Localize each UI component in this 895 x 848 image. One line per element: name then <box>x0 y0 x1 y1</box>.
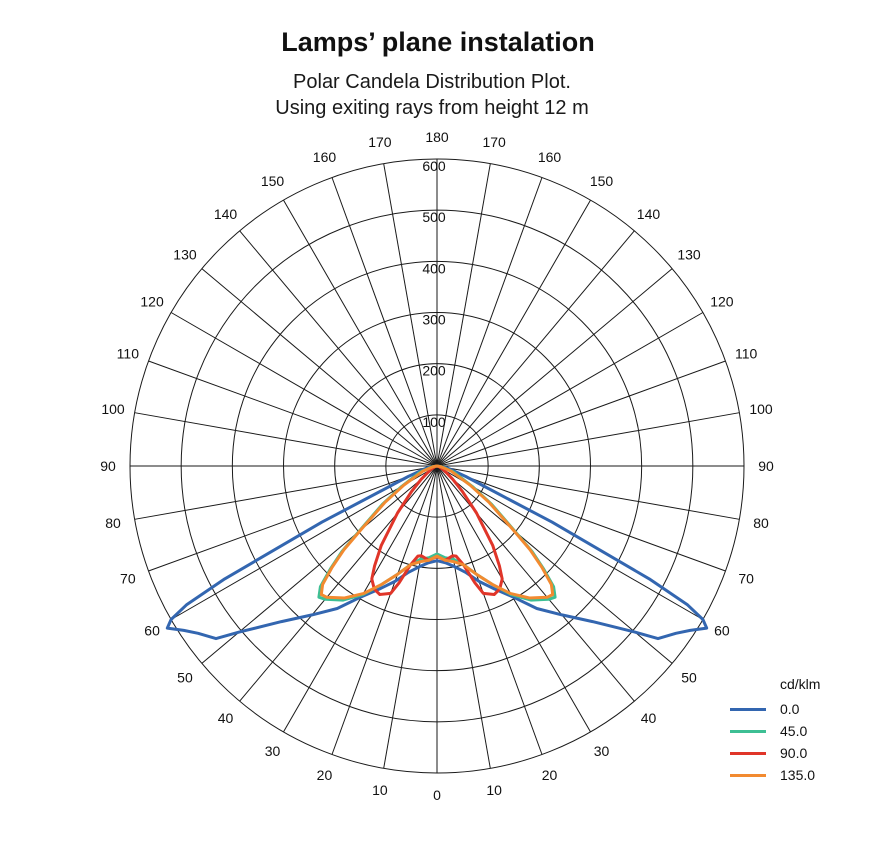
grid-spoke-120 <box>436 312 704 467</box>
grid-spoke-350 <box>383 465 438 769</box>
grid-spoke-60 <box>436 465 704 620</box>
grid-spoke-340 <box>331 465 438 755</box>
angle-tick-label: 110 <box>117 345 140 361</box>
angle-tick-label: 150 <box>590 173 614 189</box>
angle-tick-label: 10 <box>486 782 502 798</box>
legend: cd/klm 0.0 45.0 90.0 135.0 <box>730 676 820 786</box>
grid-spoke-150 <box>436 199 591 467</box>
angle-tick-label: 70 <box>738 571 754 587</box>
legend-label-3: 135.0 <box>780 767 816 783</box>
angle-tick-label: 10 <box>372 782 388 798</box>
grid-spoke-230 <box>201 268 438 467</box>
series-line-0.0 <box>165 464 709 641</box>
angle-tick-label: 0 <box>433 787 441 803</box>
radial-tick-label: 600 <box>422 158 446 174</box>
angle-tick-label: 150 <box>261 173 285 189</box>
angle-tick-label: 40 <box>641 710 657 726</box>
legend-swatch-1 <box>730 729 766 733</box>
legend-item-2: 90.0 <box>730 742 820 764</box>
grid-spoke-260 <box>134 412 438 467</box>
grid-spoke-220 <box>239 230 438 467</box>
legend-title: cd/klm <box>780 676 821 692</box>
grid-spoke-290 <box>148 465 438 572</box>
legend-label-2: 90.0 <box>780 745 808 761</box>
legend-swatch-2 <box>730 751 766 755</box>
legend-swatch-0 <box>730 707 766 711</box>
grid-spoke-170 <box>436 163 491 467</box>
grid-spoke-100 <box>436 412 740 467</box>
chart-subtitle-line1: Polar Candela Distribution Plot. <box>293 71 571 93</box>
radial-tick-label: 300 <box>422 312 446 328</box>
radial-tick-label: 500 <box>422 209 446 225</box>
angle-tick-label: 60 <box>714 623 730 639</box>
angle-tick-label: 130 <box>677 247 701 263</box>
legend-label-0: 0.0 <box>780 701 800 717</box>
angle-tick-label: 160 <box>313 149 337 165</box>
radial-tick-label: 100 <box>422 414 446 430</box>
angle-tick-label: 20 <box>317 767 333 783</box>
angle-tick-label: 140 <box>637 206 661 222</box>
grid-spoke-10 <box>436 465 491 769</box>
legend-item-3: 135.0 <box>730 764 820 786</box>
angle-tick-label: 90 <box>758 458 774 474</box>
grid-spoke-20 <box>436 465 543 755</box>
grid-spoke-210 <box>283 199 438 467</box>
angle-tick-label: 170 <box>368 134 392 150</box>
angle-tick-label: 50 <box>177 669 193 685</box>
radial-tick-label: 200 <box>422 363 446 379</box>
grid-spoke-160 <box>436 177 543 467</box>
legend-item-1: 45.0 <box>730 720 820 742</box>
legend-label-1: 45.0 <box>780 723 808 739</box>
angle-tick-label: 140 <box>214 206 238 222</box>
angle-tick-label: 180 <box>425 129 449 145</box>
angle-tick-label: 50 <box>681 669 697 685</box>
angle-tick-label: 70 <box>120 571 136 587</box>
angle-tick-label: 30 <box>265 743 281 759</box>
grid-spoke-280 <box>134 465 438 520</box>
angle-tick-label: 130 <box>173 247 197 263</box>
angle-tick-label: 30 <box>594 743 610 759</box>
angle-tick-label: 60 <box>144 623 160 639</box>
grid-spoke-110 <box>436 360 726 467</box>
angle-tick-label: 80 <box>753 515 769 531</box>
angle-tick-label: 100 <box>749 401 773 417</box>
chart-title: Lamps’ plane instalation <box>281 27 595 57</box>
angle-tick-label: 160 <box>538 149 562 165</box>
angle-tick-label: 90 <box>100 458 116 474</box>
angle-tick-label: 20 <box>542 767 558 783</box>
angle-tick-label: 170 <box>482 134 506 150</box>
angle-tick-label: 100 <box>101 401 125 417</box>
grid-spoke-70 <box>436 465 726 572</box>
grid-spoke-190 <box>383 163 438 467</box>
series-line-135.0 <box>319 464 555 600</box>
angle-tick-label: 120 <box>140 294 164 310</box>
grid-spoke-130 <box>436 268 673 467</box>
polar-grid <box>129 158 745 774</box>
legend-swatch-3 <box>730 773 766 777</box>
radial-tick-label: 400 <box>422 260 446 276</box>
angle-tick-label: 80 <box>105 515 121 531</box>
grid-spoke-80 <box>436 465 740 520</box>
angle-tick-label: 110 <box>735 345 758 361</box>
grid-spoke-300 <box>170 465 438 620</box>
legend-item-0: 0.0 <box>730 698 820 720</box>
angle-tick-label: 40 <box>218 710 234 726</box>
grid-spoke-240 <box>170 312 438 467</box>
grid-spoke-250 <box>148 360 438 467</box>
grid-spoke-140 <box>436 230 635 467</box>
chart-subtitle-line2: Using exiting rays from height 12 m <box>275 97 589 119</box>
grid-spoke-200 <box>331 177 438 467</box>
angle-tick-label: 120 <box>710 294 734 310</box>
